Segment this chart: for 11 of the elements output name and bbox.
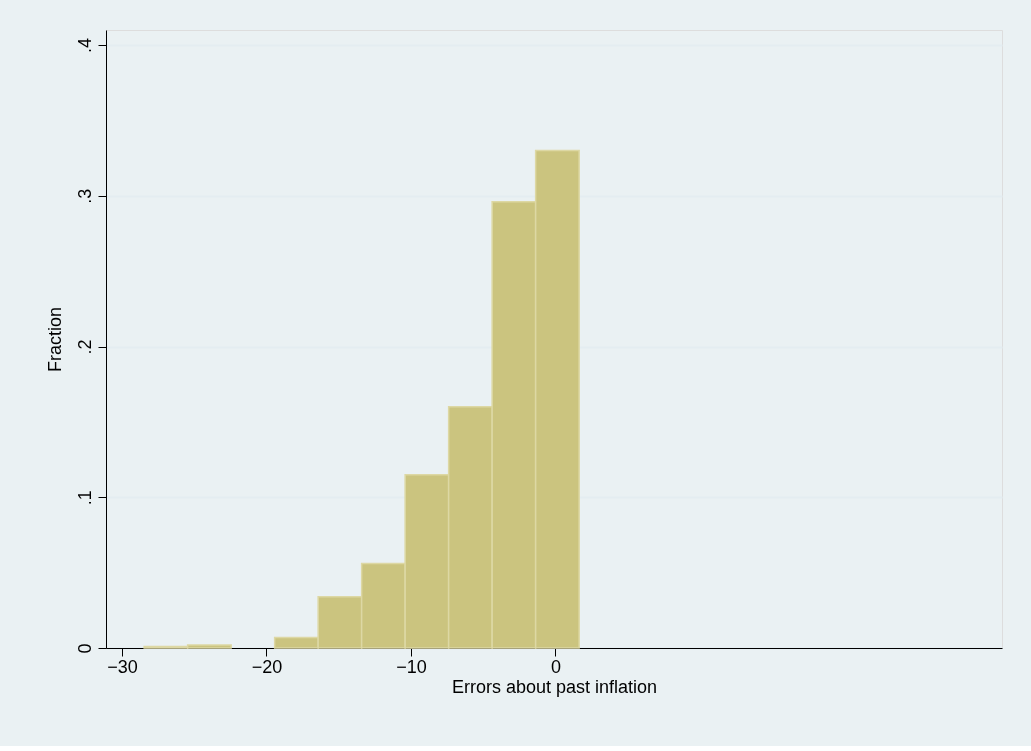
x-tick-label: −10: [396, 656, 427, 677]
x-tick-label: 0: [550, 656, 561, 677]
y-tick-label: 0: [74, 643, 95, 654]
y-axis-title: Fraction: [44, 306, 65, 373]
y-tick-label: .1: [74, 490, 95, 506]
x-tick-label: −30: [107, 656, 138, 677]
y-tick-label: .2: [74, 339, 95, 355]
y-tick-label: .3: [74, 188, 95, 204]
x-axis-title: Errors about past inflation: [451, 676, 658, 697]
x-tick-label: −20: [251, 656, 283, 677]
y-tick-label: .4: [74, 38, 95, 54]
